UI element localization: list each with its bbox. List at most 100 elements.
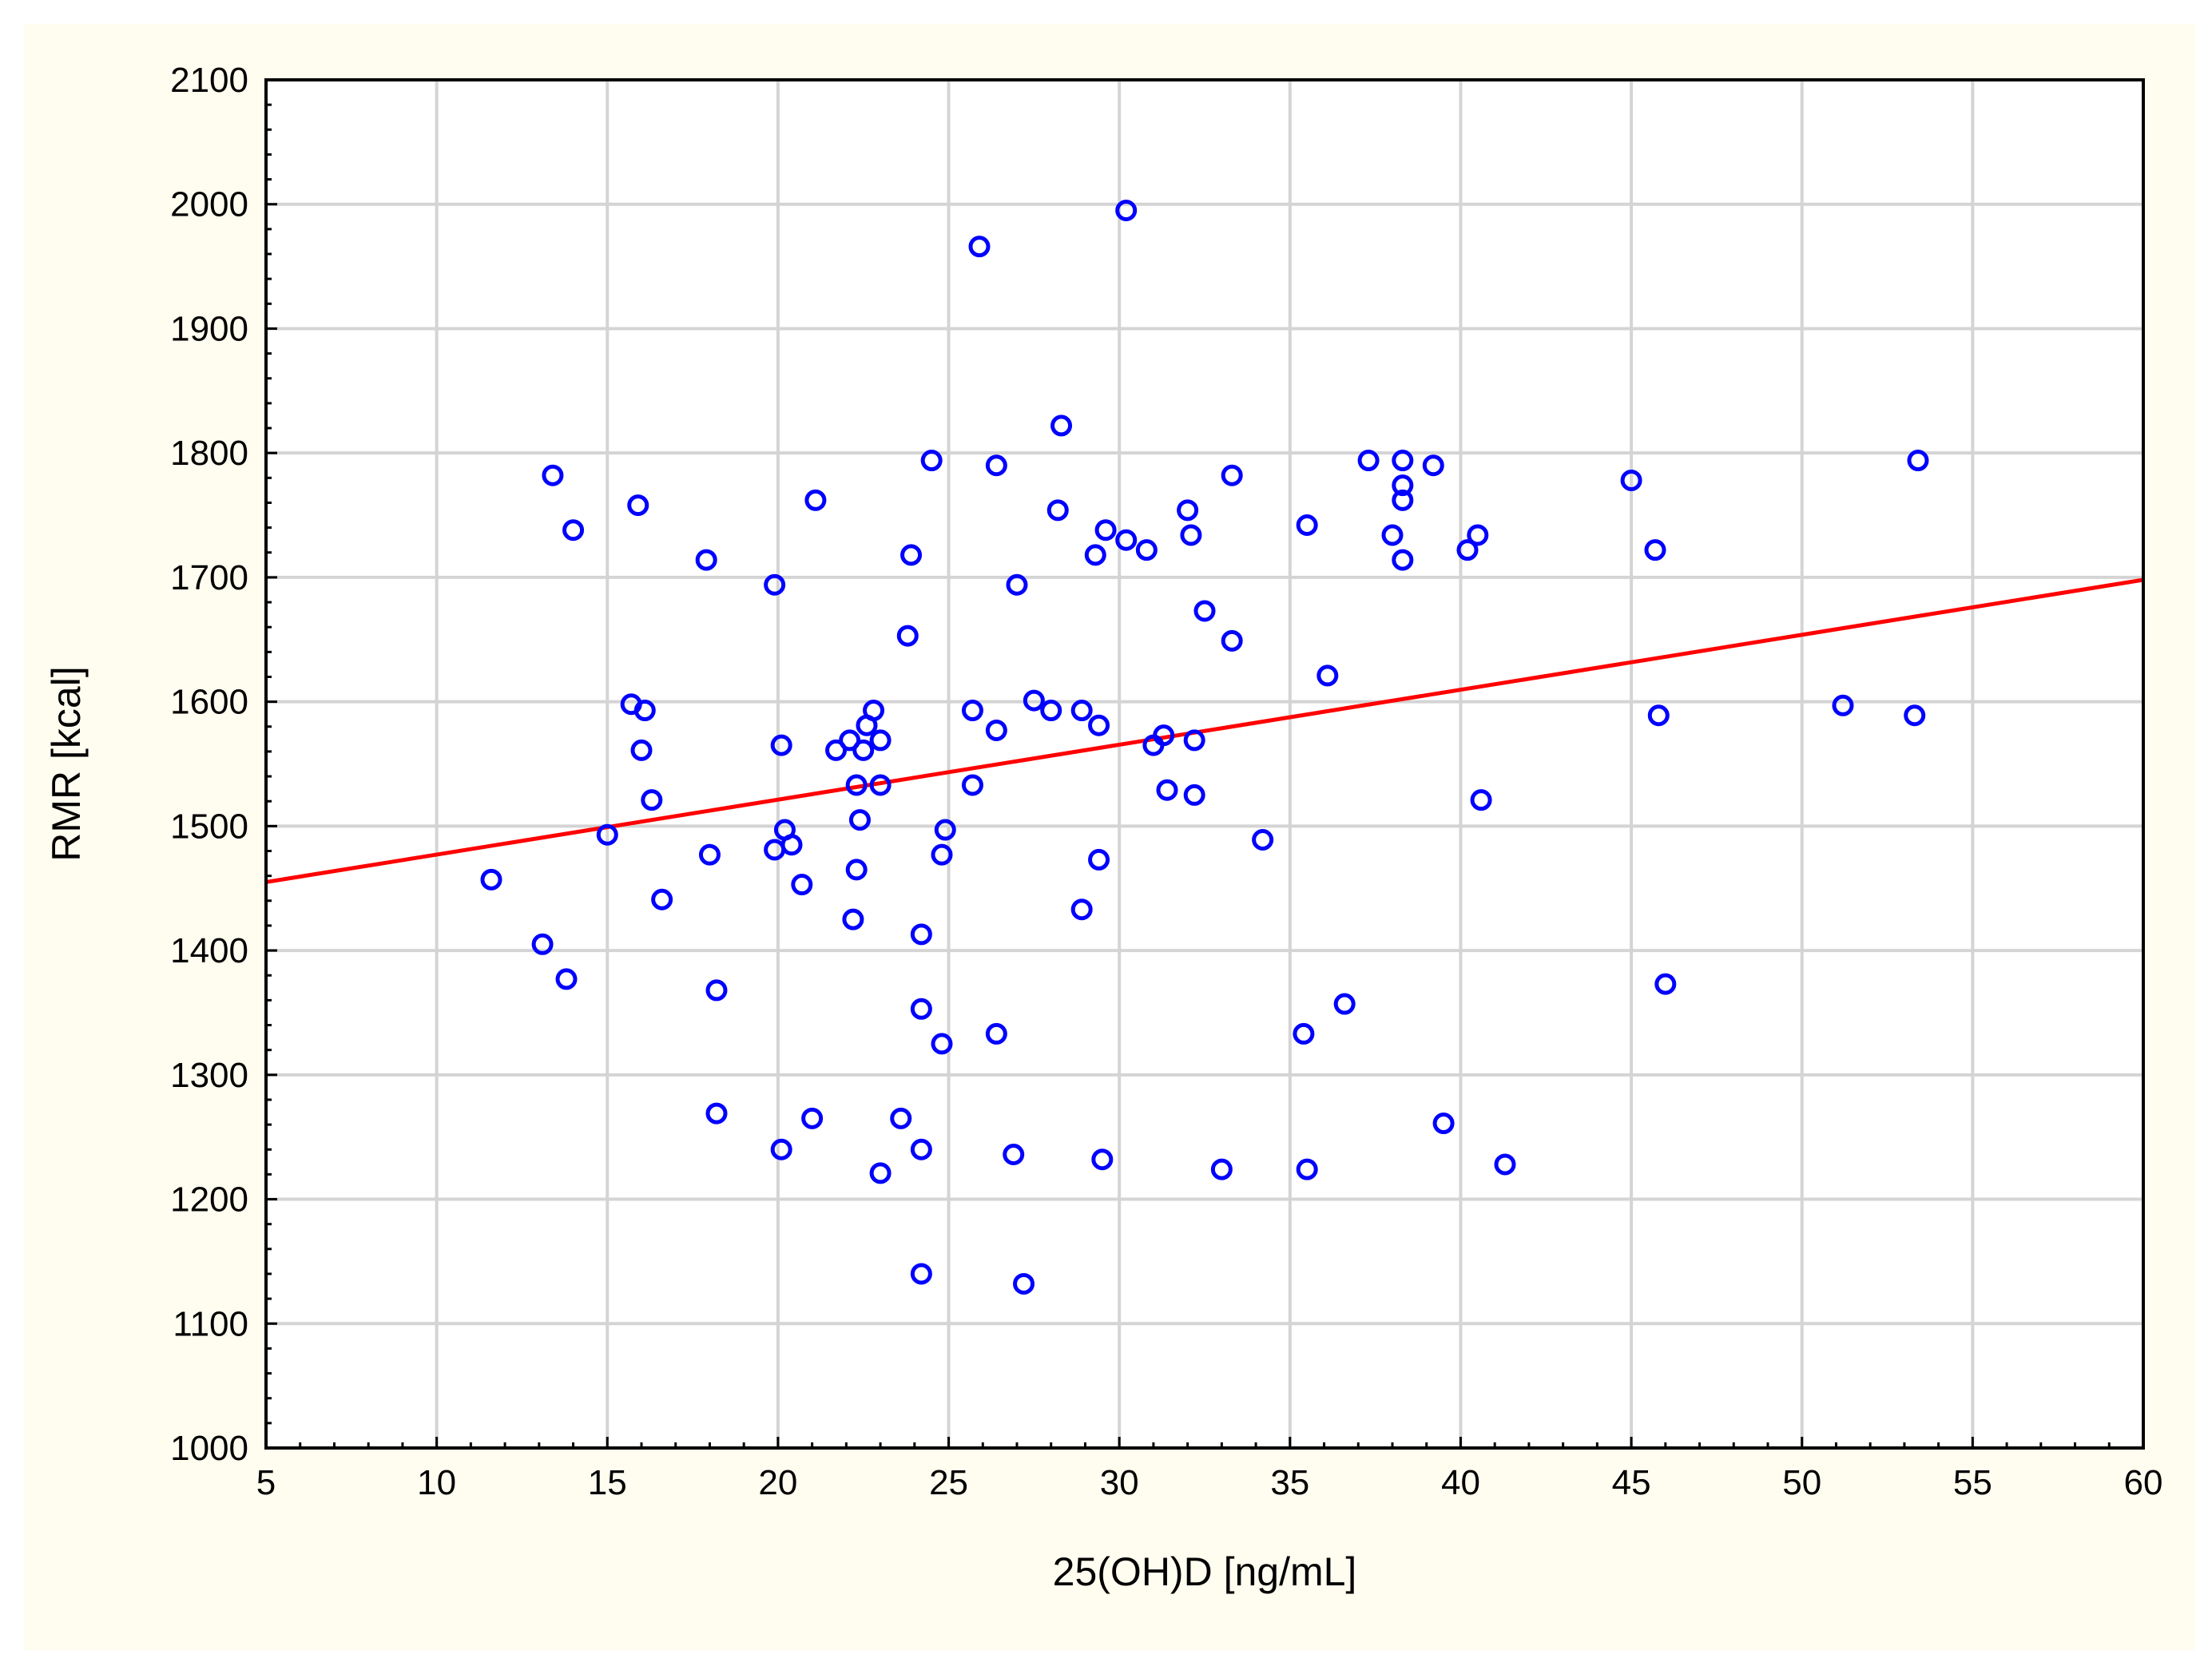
data-point <box>985 454 1007 477</box>
data-point <box>698 843 721 866</box>
data-point <box>845 774 868 796</box>
data-point <box>1392 549 1414 571</box>
data-point <box>1422 454 1444 477</box>
data-point <box>869 1162 892 1184</box>
data-point <box>705 1102 728 1125</box>
data-point <box>1293 1022 1315 1045</box>
data-point <box>1046 499 1069 522</box>
data-point <box>770 734 792 756</box>
data-point <box>839 729 861 752</box>
data-point <box>1494 1153 1516 1176</box>
x-tick-label: 5 <box>256 1463 276 1502</box>
y-tick-label: 1700 <box>170 558 248 597</box>
x-tick-label: 60 <box>2124 1463 2163 1502</box>
data-point <box>1316 664 1339 687</box>
data-point <box>801 1107 824 1129</box>
data-point <box>770 1138 792 1160</box>
y-tick-label: 1900 <box>170 309 248 348</box>
data-point <box>869 774 892 796</box>
y-tick-label: 1100 <box>173 1304 248 1343</box>
data-point <box>985 719 1007 741</box>
data-point <box>695 549 717 571</box>
data-point <box>1023 689 1045 712</box>
data-point <box>480 868 502 891</box>
data-point <box>1381 524 1404 546</box>
y-tick-label: 1400 <box>170 931 248 970</box>
data-point <box>764 573 786 596</box>
data-point <box>1221 464 1243 486</box>
data-point <box>1392 489 1414 511</box>
data-point <box>562 519 585 541</box>
data-point <box>1153 724 1175 747</box>
data-point <box>1070 898 1093 921</box>
data-point <box>1180 524 1202 546</box>
data-points <box>480 200 1929 1295</box>
x-tick-label: 20 <box>758 1463 797 1502</box>
y-tick-label: 2000 <box>170 185 248 224</box>
y-tick-label: 1800 <box>170 434 248 473</box>
data-point <box>931 1033 953 1055</box>
x-tick-label: 50 <box>1782 1463 1821 1502</box>
data-point <box>848 809 871 831</box>
data-point <box>555 968 578 990</box>
data-point <box>890 1107 912 1129</box>
data-point <box>1183 729 1205 752</box>
data-point <box>934 819 956 841</box>
data-point <box>1333 993 1356 1015</box>
data-point <box>1252 828 1274 851</box>
y-tick-label: 2100 <box>170 61 248 100</box>
data-point <box>961 774 983 796</box>
data-point <box>1156 779 1178 801</box>
data-point <box>842 908 864 930</box>
data-point <box>1084 544 1106 566</box>
data-point <box>630 739 653 761</box>
plot-area <box>266 80 2143 1448</box>
chart-frame: 5 10 15 20 25 30 35 40 45 50 55 60 1000 1100 1200 1300… <box>24 24 2195 1650</box>
data-point <box>961 700 983 722</box>
data-point <box>852 739 875 761</box>
data-point <box>920 450 943 472</box>
data-point <box>1296 1158 1318 1180</box>
data-point <box>651 888 673 910</box>
y-tick-label: 1200 <box>170 1180 248 1220</box>
data-point <box>705 979 728 1002</box>
data-point <box>863 700 885 722</box>
data-point <box>1357 450 1380 472</box>
data-point <box>1094 519 1117 541</box>
data-point <box>1177 499 1199 522</box>
y-axis: 1000 1100 1200 1300 1400 1500 1600 1700 1800 1900… <box>170 61 277 1468</box>
data-point <box>1070 700 1093 722</box>
x-tick-label: 30 <box>1100 1463 1139 1502</box>
x-tick-label: 35 <box>1270 1463 1309 1502</box>
data-point <box>1040 700 1062 722</box>
data-point <box>1647 704 1670 727</box>
data-point <box>1050 415 1073 437</box>
y-axis-title: RMR [kcal] <box>44 666 89 861</box>
data-point <box>780 834 803 856</box>
data-point <box>1654 973 1677 995</box>
y-tick-label: 1000 <box>170 1429 248 1468</box>
data-point <box>1392 450 1414 472</box>
data-point <box>931 843 953 866</box>
data-point <box>869 729 892 752</box>
data-point <box>1392 474 1414 497</box>
data-point <box>910 998 932 1020</box>
data-point <box>1115 200 1138 222</box>
data-point <box>1193 600 1216 622</box>
x-axis-title: 25(OH)D [ng/mL] <box>1053 1549 1357 1594</box>
data-point <box>900 544 923 566</box>
plot-border <box>264 78 2145 1450</box>
data-point <box>968 236 991 258</box>
y-tick-label: 1600 <box>170 683 248 722</box>
x-tick-label: 45 <box>1612 1463 1651 1502</box>
data-point <box>791 874 813 896</box>
data-point <box>1003 1143 1025 1165</box>
data-point <box>845 859 868 881</box>
regression-line-group <box>265 577 2144 884</box>
data-point <box>1183 783 1205 806</box>
regression-line <box>265 577 2144 884</box>
data-point <box>1006 573 1028 596</box>
scatter-chart: 5 10 15 20 25 30 35 40 45 50 55 60 1000 1100 1200 1300… <box>44 61 2163 1594</box>
data-point <box>542 464 564 486</box>
data-point <box>633 700 656 722</box>
